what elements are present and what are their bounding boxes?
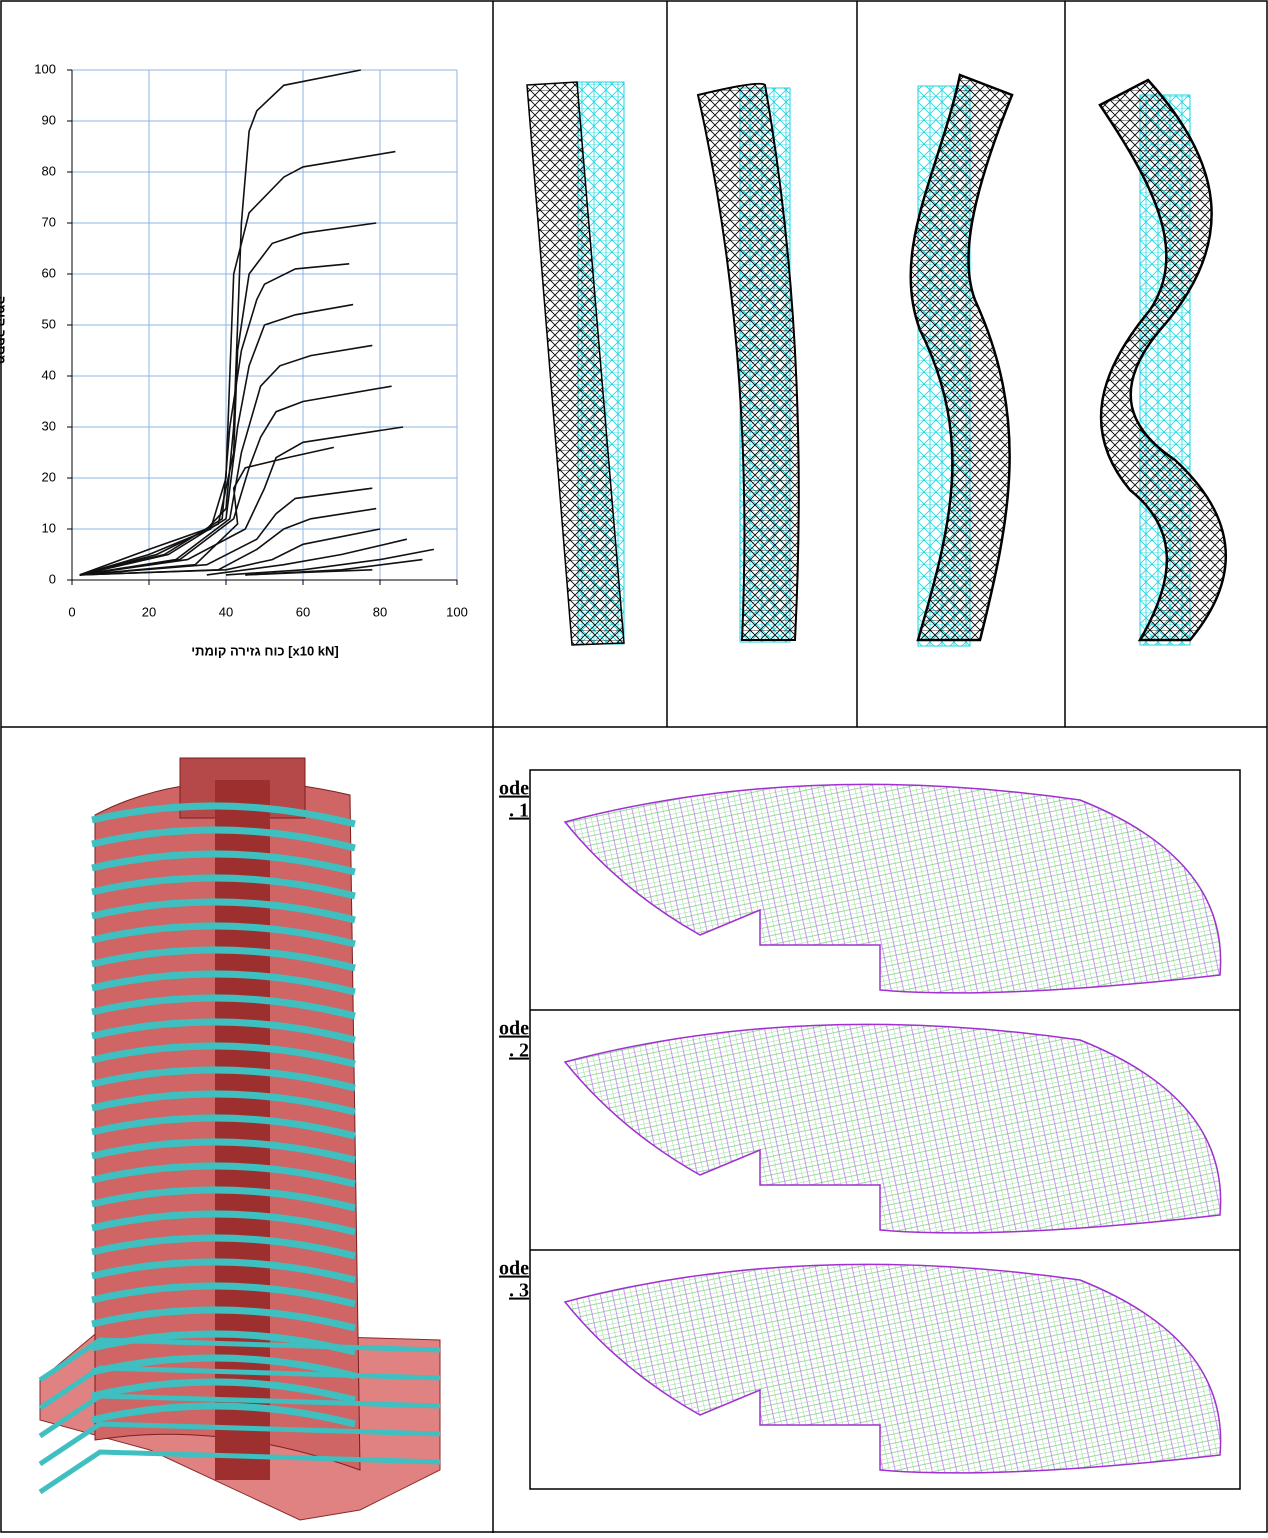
y-tick-label: 30: [42, 418, 56, 433]
y-tick-label: 10: [42, 520, 56, 535]
mode-label: ode: [499, 778, 529, 800]
shear-chart: כוח גזירה קומתי [x10 kN] מספר קומה 0 10 20…: [0, 61, 468, 658]
mode-label: ode: [499, 1018, 529, 1040]
series-line: [80, 305, 353, 575]
y-tick-label: 70: [42, 214, 56, 229]
series-line: [80, 427, 403, 575]
mode-label: . 3: [509, 1280, 529, 1302]
series-line: [80, 223, 377, 575]
y-axis-label: מספר קומה: [0, 296, 9, 365]
figure: כוח גזירה קומתי [x10 kN] מספר קומה 0 10 20…: [0, 0, 1268, 1533]
series-line: [80, 447, 334, 575]
x-tick-label: 20: [142, 604, 156, 619]
x-tick-label: 0: [68, 604, 75, 619]
y-tick-label: 80: [42, 163, 56, 178]
y-tick-label: 20: [42, 469, 56, 484]
y-tick-label: 100: [34, 61, 56, 76]
y-tick-label: 0: [49, 571, 56, 586]
x-tick-label: 60: [296, 604, 310, 619]
slab-modes: [565, 784, 1221, 1473]
mode-label: . 2: [509, 1040, 529, 1062]
y-tick-label: 90: [42, 112, 56, 127]
x-tick-label: 40: [219, 604, 233, 619]
mode-shapes: [527, 75, 1226, 646]
series-line: [80, 264, 350, 575]
x-tick-label: 100: [446, 604, 468, 619]
x-tick-label: 80: [373, 604, 387, 619]
y-tick-label: 40: [42, 367, 56, 382]
building-render: [40, 758, 440, 1520]
mode-label: . 1: [509, 800, 529, 822]
x-axis-label: כוח גזירה קומתי [x10 kN]: [191, 643, 339, 658]
y-tick-label: 50: [42, 316, 56, 331]
mode-label: ode: [499, 1258, 529, 1280]
y-tick-label: 60: [42, 265, 56, 280]
